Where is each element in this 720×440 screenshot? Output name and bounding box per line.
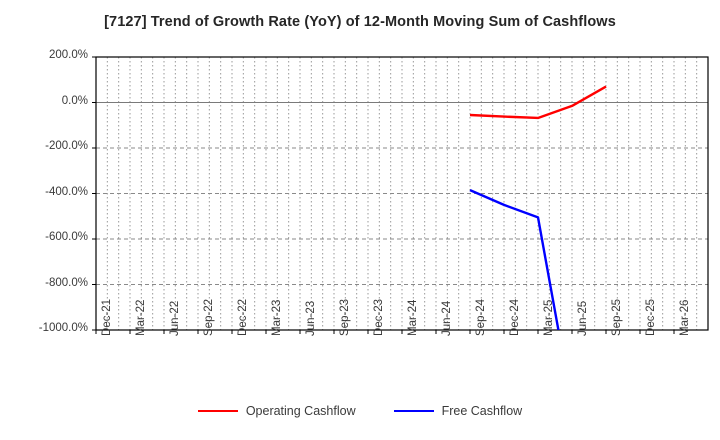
- x-axis-tick-label: Mar-24: [407, 299, 419, 336]
- x-axis-tick-label: Dec-25: [645, 298, 657, 336]
- series-line-operating-cashflow: [469, 85, 607, 120]
- series-line-free-cashflow: [469, 188, 560, 330]
- x-axis-tick-label: Sep-22: [203, 298, 215, 336]
- y-axis-tick-label: -1000.0%: [38, 322, 88, 334]
- x-axis-tick-label: Dec-24: [509, 298, 521, 336]
- x-axis-tick-label: Dec-23: [373, 298, 385, 336]
- x-axis-tick-label: Mar-22: [135, 299, 147, 336]
- chart-title: [7127] Trend of Growth Rate (YoY) of 12-…: [104, 14, 616, 30]
- y-axis-ticks: [92, 56, 96, 331]
- legend-entry[interactable]: Operating Cashflow: [197, 404, 356, 418]
- legend-label: Free Cashflow: [441, 404, 523, 418]
- y-axis-tick-label: -400.0%: [45, 185, 88, 198]
- y-axis-tick-label: 0.0%: [61, 94, 88, 107]
- x-axis-tick-label: Jun-22: [169, 300, 181, 336]
- x-axis-ticks: [95, 330, 675, 334]
- x-axis-tick-label: Sep-24: [475, 298, 487, 336]
- x-axis-tick-label: Mar-26: [679, 299, 691, 336]
- y-axis-tick-label: 200.0%: [48, 49, 88, 61]
- x-axis-tick-label: Sep-23: [339, 298, 351, 336]
- legend-color-swatch: [197, 410, 238, 412]
- y-axis-tick-label: -800.0%: [45, 276, 88, 289]
- x-axis-tick-label: Dec-21: [101, 298, 113, 336]
- horizontal-gridlines: [96, 102, 708, 285]
- legend-entry[interactable]: Free Cashflow: [393, 404, 523, 418]
- x-axis-tick-label: Dec-22: [237, 298, 249, 336]
- x-axis-tick-label: Sep-25: [611, 298, 623, 336]
- x-axis-tick-label: Jun-24: [441, 300, 453, 336]
- x-axis-tick-label: Mar-25: [543, 299, 555, 336]
- chart-legend: Operating Cashflow Free Cashflow: [0, 404, 720, 418]
- legend-label: Operating Cashflow: [245, 404, 356, 418]
- x-axis-tick-label: Mar-23: [271, 299, 283, 336]
- y-axis-tick-label: -600.0%: [45, 231, 88, 243]
- x-axis-tick-label: Jun-23: [305, 300, 317, 336]
- legend-color-swatch: [393, 410, 434, 412]
- x-axis-tick-label: Jun-25: [577, 300, 589, 336]
- y-axis-tick-label: -200.0%: [45, 140, 88, 152]
